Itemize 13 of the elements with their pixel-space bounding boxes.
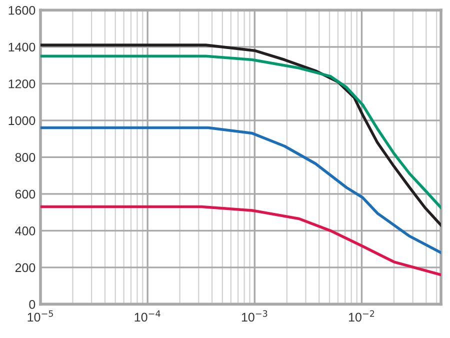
y-tick-label: 1600 [8, 6, 36, 15]
y-tick-label: 200 [15, 263, 36, 272]
y-tick-label: 1400 [8, 42, 36, 52]
x-tick-label: 10$^{−5}$ [28, 310, 53, 322]
x-tick-label: 10$^{−2}$ [348, 310, 374, 322]
y-tick-label: 1000 [8, 116, 36, 126]
y-tick-label: 1200 [8, 79, 36, 88]
y-tick-label: 0 [29, 300, 36, 309]
x-tick-label: 10$^{−3}$ [242, 310, 268, 322]
x-tick-label: 10$^{−4}$ [134, 310, 160, 322]
y-tick-label: 400 [15, 226, 36, 236]
y-tick-label: 800 [15, 152, 36, 162]
y-tick-label: 600 [15, 190, 36, 199]
